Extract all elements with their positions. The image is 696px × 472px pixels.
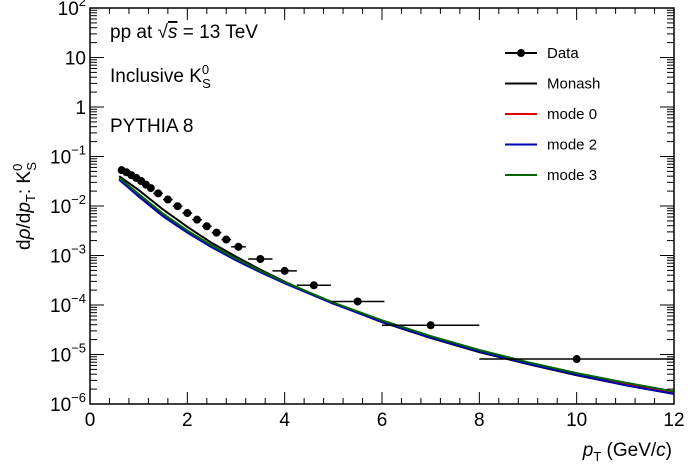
x-tick-label: 4 [279,410,290,431]
y-tick-label: 10−1 [50,143,86,169]
annotation-particle: Inclusive K0 S [110,62,211,91]
data-point-marker [353,297,362,306]
x-tick-labels: 0 2 4 6 8 10 12 [85,410,685,431]
data-point [221,235,232,244]
data-point-marker [256,254,265,263]
legend-item: Monash [505,76,600,93]
data-point-marker [212,228,221,237]
annotation-collision: pp at √s = 13 TeV [110,22,258,43]
legend: Data Monash mode 0 mode 2 mode 3 [505,45,600,184]
legend-marker [517,49,525,57]
x-tick-label: 2 [182,410,193,431]
data-point [211,228,222,237]
y-tick-label: 10−6 [50,390,86,416]
axis-ticks [89,7,675,405]
data-point [330,297,385,306]
data-point [182,209,193,218]
legend-item: mode 2 [505,137,597,154]
data-point-marker [202,222,211,231]
x-tick-label: 8 [474,410,485,431]
y-tick-labels: 10−6 10−5 10−4 10−3 10−2 10−1 1 10 102 [50,0,86,416]
data-point-marker [309,281,318,290]
series-line-mode-3 [118,177,674,393]
y-tick-label: 1 [75,98,86,119]
data-point-marker [173,202,182,211]
data-point [192,215,202,224]
data-point-marker [193,215,202,224]
data-point-marker [154,189,163,198]
legend-label: Monash [547,76,600,93]
y-tick-label: 102 [58,0,86,20]
legend-label: Data [547,45,579,62]
data-point [382,321,480,330]
data-point-marker [234,242,243,251]
data-point [146,184,155,193]
x-tick-label: 6 [377,410,388,431]
x-axis-title: pT (GeV/c) [582,440,672,464]
x-tick-label: 0 [85,410,96,431]
y-axis-title: dρ/dpT: K0S [10,162,39,250]
data-point [272,266,297,275]
legend-label: mode 0 [547,106,597,123]
data-point [163,195,173,204]
data-point [201,222,212,231]
data-point [172,202,183,211]
data-point [479,355,674,364]
y-tick-label: 10−3 [50,242,86,268]
x-tick-label: 12 [663,410,684,431]
legend-label: mode 3 [547,167,597,184]
annotation-generator: PYTHIA 8 [110,116,193,137]
data-point [296,281,331,290]
series-layer [117,166,674,395]
y-tick-label: 10 [65,49,86,70]
data-point-marker [426,321,435,330]
plot-frame [89,7,675,405]
legend-item: Data [505,45,579,62]
legend-item: mode 0 [505,106,597,123]
y-tick-label: 10−5 [50,341,86,367]
data-point-marker [222,235,231,244]
series-line-mode-2 [118,178,674,395]
data-point-marker [146,184,155,193]
data-point-marker [163,195,172,204]
data-point [153,189,163,198]
data-point-marker [183,209,192,218]
legend-label: mode 2 [547,137,597,154]
legend-item: mode 3 [505,167,597,184]
data-point [248,254,273,263]
y-tick-label: 10−4 [50,291,86,317]
x-tick-label: 10 [566,410,587,431]
data-point [231,242,246,251]
y-tick-label: 10−2 [50,192,86,218]
data-point-marker [280,266,289,275]
data-point-marker [572,355,581,364]
